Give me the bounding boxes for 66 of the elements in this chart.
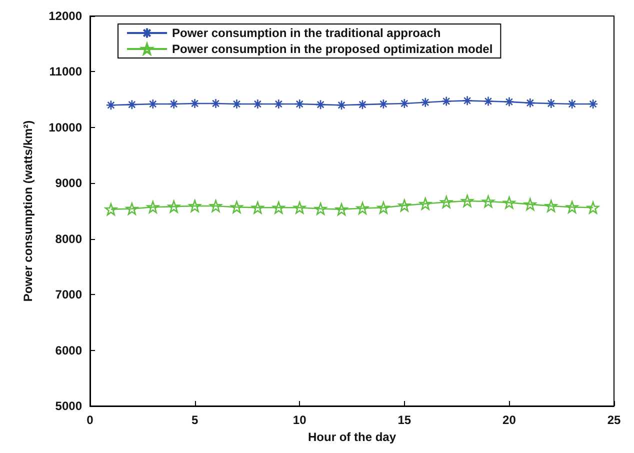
point	[524, 198, 536, 210]
point	[232, 98, 242, 110]
point	[104, 203, 118, 216]
point	[148, 98, 158, 110]
y-axis-title: Power consumption (watts/km²)	[21, 120, 35, 302]
point	[190, 98, 200, 109]
point	[440, 196, 452, 208]
legend-label: Power consumption in the proposed optimization model	[172, 42, 493, 56]
point	[126, 202, 138, 215]
point	[544, 200, 558, 212]
y-tick-label: 10000	[48, 120, 82, 134]
point	[419, 198, 432, 210]
point	[525, 98, 536, 108]
x-tick-label: 15	[398, 413, 412, 427]
point	[461, 194, 474, 208]
point	[168, 200, 180, 213]
x-tick-label: 25	[607, 413, 621, 427]
point	[252, 98, 263, 110]
point	[504, 96, 514, 107]
point	[106, 100, 116, 110]
point	[503, 196, 516, 209]
point	[252, 202, 264, 214]
point	[482, 195, 494, 208]
y-tick-label: 5000	[55, 399, 82, 413]
point	[294, 98, 305, 110]
point	[377, 202, 390, 214]
y-tick-label: 9000	[55, 176, 82, 190]
x-tick-label: 10	[292, 413, 307, 427]
point	[378, 98, 389, 110]
point	[210, 200, 222, 212]
point	[420, 97, 431, 108]
y-tick-label: 7000	[55, 288, 82, 302]
point	[398, 199, 411, 212]
point	[399, 98, 410, 109]
point	[335, 203, 348, 216]
point	[293, 202, 306, 214]
point	[273, 98, 284, 110]
point	[586, 202, 600, 214]
x-tick-label: 0	[86, 413, 94, 427]
point	[546, 98, 556, 109]
point	[441, 96, 452, 106]
point	[336, 100, 347, 110]
point	[126, 99, 138, 110]
point	[483, 96, 494, 106]
y-tick-label: 12000	[48, 9, 82, 23]
point	[314, 202, 327, 215]
point	[230, 200, 243, 214]
point	[168, 98, 179, 110]
x-axis-title: Hour of the day	[308, 430, 396, 444]
point	[188, 200, 201, 212]
point	[357, 99, 368, 110]
point	[272, 202, 285, 214]
point	[588, 98, 598, 110]
point	[566, 200, 578, 214]
point	[566, 98, 578, 110]
x-tick-label: 20	[502, 413, 516, 427]
point	[210, 98, 221, 109]
x-tick-label: 5	[191, 413, 198, 427]
y-tick-label: 11000	[49, 64, 82, 79]
point	[462, 96, 472, 106]
point	[356, 202, 369, 214]
point	[315, 99, 326, 110]
y-tick-label: 8000	[55, 232, 82, 246]
point	[146, 200, 160, 214]
y-tick-label: 6000	[55, 343, 82, 358]
legend-label: Power consumption in the traditional approach	[172, 26, 441, 40]
